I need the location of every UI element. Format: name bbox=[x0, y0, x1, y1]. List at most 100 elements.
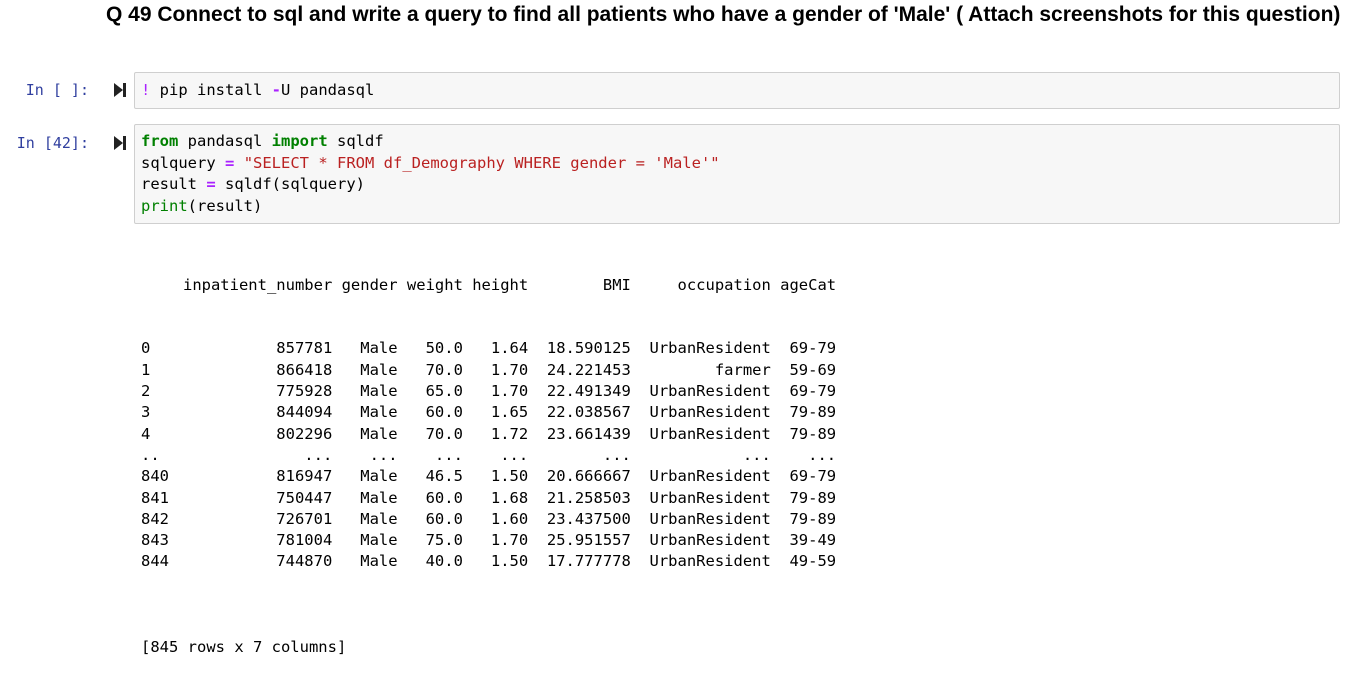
row-cell: 69-79 bbox=[789, 339, 837, 358]
output-row: 841 750447 Male 60.0 1.68 21.258503 UrbanResid… bbox=[141, 488, 836, 509]
row-index: 842 bbox=[141, 509, 169, 528]
row-cell: 781004 bbox=[276, 531, 333, 550]
code-token: sqldf bbox=[327, 132, 384, 150]
code-token: = bbox=[206, 175, 216, 193]
row-cell: 1.70 bbox=[490, 360, 529, 379]
output-row: 0 857781 Male 50.0 1.64 18.590125 UrbanResiden… bbox=[141, 338, 836, 359]
row-cell: 866418 bbox=[276, 360, 333, 379]
row-cell: 1.64 bbox=[490, 339, 529, 358]
column-header: ageCat bbox=[780, 275, 837, 294]
row-cell: UrbanResident bbox=[649, 488, 771, 507]
row-cell: 69-79 bbox=[789, 467, 837, 486]
run-cell-icon[interactable] bbox=[113, 135, 127, 151]
row-index: 2 bbox=[141, 382, 151, 401]
output-row: 840 816947 Male 46.5 1.50 20.666667 UrbanResid… bbox=[141, 466, 836, 487]
row-cell: 23.661439 bbox=[546, 424, 631, 443]
row-cell: 60.0 bbox=[425, 488, 463, 507]
row-cell: 816947 bbox=[276, 467, 333, 486]
output-row: 4 802296 Male 70.0 1.72 23.661439 UrbanResiden… bbox=[141, 424, 836, 445]
output-row: 843 781004 Male 75.0 1.70 25.951557 UrbanResid… bbox=[141, 530, 836, 551]
row-cell: UrbanResident bbox=[649, 382, 771, 401]
row-cell: UrbanResident bbox=[649, 424, 771, 443]
row-cell: 1.70 bbox=[490, 382, 529, 401]
row-index: 1 bbox=[141, 360, 151, 379]
row-cell: 79-89 bbox=[789, 488, 837, 507]
output-row: 2 775928 Male 65.0 1.70 22.491349 UrbanResiden… bbox=[141, 381, 836, 402]
row-cell: 17.777778 bbox=[546, 552, 631, 571]
row-cell: 60.0 bbox=[425, 403, 463, 422]
code-token: ! bbox=[141, 81, 151, 99]
code-input[interactable]: from pandasql import sqldf sqlquery = "S… bbox=[134, 124, 1340, 224]
column-header: occupation bbox=[677, 275, 771, 294]
row-cell: 50.0 bbox=[425, 339, 463, 358]
row-cell: 775928 bbox=[276, 382, 333, 401]
row-cell: 802296 bbox=[276, 424, 333, 443]
row-cell: UrbanResident bbox=[649, 509, 771, 528]
run-cell-icon[interactable] bbox=[113, 82, 127, 98]
row-cell: Male bbox=[360, 339, 398, 358]
row-index: 3 bbox=[141, 403, 151, 422]
code-token: result bbox=[141, 175, 207, 193]
code-token: - bbox=[271, 81, 282, 99]
row-cell: ... bbox=[742, 445, 771, 464]
row-cell: ... bbox=[808, 445, 837, 464]
row-cell: 20.666667 bbox=[546, 467, 631, 486]
row-cell: 70.0 bbox=[425, 360, 463, 379]
row-cell: 1.60 bbox=[490, 509, 529, 528]
row-cell: UrbanResident bbox=[649, 403, 771, 422]
code-token: "SELECT * FROM df_Demography WHERE gende… bbox=[243, 153, 720, 172]
row-cell: 18.590125 bbox=[546, 339, 631, 358]
row-cell: 744870 bbox=[276, 552, 333, 571]
output-row: 844 744870 Male 40.0 1.50 17.777778 UrbanResid… bbox=[141, 551, 836, 572]
row-cell: ... bbox=[369, 445, 398, 464]
row-cell: 1.68 bbox=[490, 488, 529, 507]
row-cell: ... bbox=[434, 445, 463, 464]
code-line: ! pip install -U pandasql bbox=[141, 80, 1333, 102]
code-token: from bbox=[141, 132, 179, 150]
code-token: = bbox=[225, 153, 235, 172]
row-cell: 726701 bbox=[276, 509, 333, 528]
row-cell: 24.221453 bbox=[546, 360, 631, 379]
output-rows: 0 857781 Male 50.0 1.64 18.590125 UrbanResiden… bbox=[141, 338, 836, 572]
row-cell: Male bbox=[360, 382, 398, 401]
row-cell: 59-69 bbox=[789, 360, 837, 379]
row-cell: 79-89 bbox=[789, 424, 837, 443]
row-cell: 65.0 bbox=[425, 382, 463, 401]
row-cell: 75.0 bbox=[425, 531, 463, 550]
row-cell: ... bbox=[304, 445, 333, 464]
row-cell: 22.038567 bbox=[546, 403, 631, 422]
row-cell: 79-89 bbox=[789, 509, 837, 528]
code-token: pandasql bbox=[178, 132, 272, 150]
row-cell: ... bbox=[500, 445, 529, 464]
row-cell: UrbanResident bbox=[649, 552, 771, 571]
row-index: 844 bbox=[141, 552, 169, 571]
cell-prompt: In [ ]: bbox=[25, 81, 89, 99]
row-cell: 79-89 bbox=[789, 403, 837, 422]
row-cell: 69-79 bbox=[789, 382, 837, 401]
row-index: 841 bbox=[141, 488, 169, 507]
row-cell: Male bbox=[360, 531, 398, 550]
row-cell: 1.70 bbox=[490, 531, 529, 550]
code-token: U pandasql bbox=[281, 81, 375, 99]
row-cell: ... bbox=[602, 445, 631, 464]
row-cell: 1.72 bbox=[490, 424, 529, 443]
row-cell: UrbanResident bbox=[649, 467, 771, 486]
row-cell: Male bbox=[360, 488, 398, 507]
column-header: gender bbox=[341, 275, 398, 294]
row-index: 4 bbox=[141, 424, 151, 443]
row-index: 843 bbox=[141, 531, 169, 550]
code-input[interactable]: ! pip install -U pandasql bbox=[134, 72, 1340, 109]
code-token: sqldf(sqlquery) bbox=[215, 175, 365, 193]
code-line: result = sqldf(sqlquery) bbox=[141, 174, 1333, 196]
row-cell: UrbanResident bbox=[649, 531, 771, 550]
output-header-row: inpatient_number gender weight height BMI occ… bbox=[141, 275, 836, 296]
cell-prompt: In [42]: bbox=[16, 134, 89, 152]
row-cell: 1.50 bbox=[490, 552, 529, 571]
row-cell: 25.951557 bbox=[546, 531, 631, 550]
row-cell: 857781 bbox=[276, 339, 333, 358]
row-index: .. bbox=[141, 445, 160, 464]
output-footer: [845 rows x 7 columns] bbox=[141, 637, 347, 656]
column-header: height bbox=[472, 275, 529, 294]
code-line: sqlquery = "SELECT * FROM df_Demography … bbox=[141, 153, 1333, 175]
row-cell: Male bbox=[360, 424, 398, 443]
